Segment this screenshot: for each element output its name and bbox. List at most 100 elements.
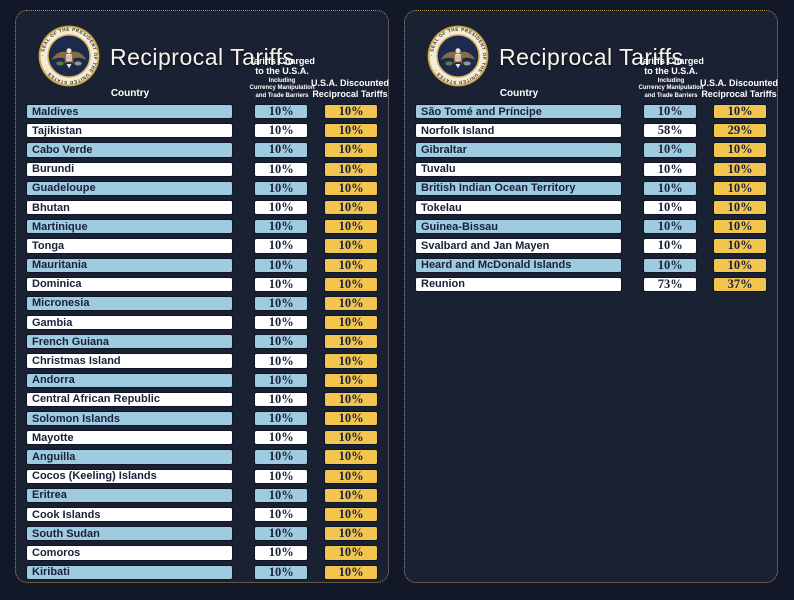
country-cell: Gibraltar (415, 142, 623, 158)
table-row: Guinea-Bissau 10% 10% (415, 219, 767, 235)
table-row: Dominica 10% 10% (26, 276, 378, 292)
reciprocal-tariff-cell: 10% (324, 238, 378, 254)
reciprocal-tariff-cell: 29% (713, 123, 767, 139)
country-cell: Micronesia (26, 295, 234, 312)
table-row: Andorra 10% 10% (26, 372, 378, 388)
table-row: Tonga 10% 10% (26, 238, 378, 254)
table-row: Cook Islands 10% 10% (26, 506, 378, 523)
tariff-charged-cell: 10% (254, 199, 309, 216)
reciprocal-tariff-cell: 10% (324, 219, 378, 235)
country-cell: Andorra (26, 372, 234, 388)
tariff-charged-cell: 10% (643, 180, 698, 196)
tariff-charged-cell: 10% (254, 219, 309, 235)
table-row: Gibraltar 10% 10% (415, 142, 767, 158)
table-row: Heard and McDonald Islands 10% 10% (415, 257, 767, 273)
country-cell: Eritrea (26, 487, 234, 503)
tariff-charged-cell: 10% (254, 142, 309, 158)
tariff-charged-cell: 10% (254, 295, 309, 312)
tariff-panel-right: · SEAL OF THE PRESIDENT OF THE UNITED ST… (404, 10, 778, 583)
country-cell: Anguilla (26, 449, 234, 465)
table-row: Svalbard and Jan Mayen 10% 10% (415, 238, 767, 254)
country-cell: Cook Islands (26, 506, 234, 523)
reciprocal-tariff-cell: 10% (713, 199, 767, 216)
reciprocal-tariff-cell: 10% (324, 526, 378, 542)
table-row: Tokelau 10% 10% (415, 199, 767, 216)
reciprocal-tariff-cell: 10% (324, 506, 378, 523)
tariff-charged-cell: 10% (643, 219, 698, 235)
table-row: Eritrea 10% 10% (26, 487, 378, 503)
country-cell: South Sudan (26, 526, 234, 542)
reciprocal-tariff-cell: 10% (713, 142, 767, 158)
table-row: Martinique 10% 10% (26, 219, 378, 235)
reciprocal-tariff-cell: 10% (324, 199, 378, 216)
column-header-country: Country (499, 88, 539, 99)
page-title: Reciprocal Tariffs (110, 44, 295, 70)
tariff-charged-cell: 10% (643, 104, 698, 120)
tariff-charged-cell: 10% (254, 487, 309, 503)
reciprocal-tariff-cell: 37% (713, 276, 767, 292)
table-row: Mauritania 10% 10% (26, 257, 378, 273)
reciprocal-tariff-cell: 10% (713, 238, 767, 254)
country-cell: Tuvalu (415, 161, 623, 177)
country-cell: Guadeloupe (26, 180, 234, 196)
tariff-charged-cell: 10% (254, 180, 309, 196)
country-cell: Christmas Island (26, 353, 234, 369)
tariff-charged-cell: 10% (254, 545, 309, 561)
country-cell: Burundi (26, 161, 234, 177)
table-row: Anguilla 10% 10% (26, 449, 378, 465)
country-cell: British Indian Ocean Territory (415, 180, 623, 196)
column-header-discounted-tariffs: U.S.A. Discounted Reciprocal Tariffs (700, 78, 779, 99)
tariff-charged-cell: 10% (643, 199, 698, 216)
reciprocal-tariff-cell: 10% (324, 411, 378, 427)
country-cell: Tonga (26, 238, 234, 254)
country-cell: French Guiana (26, 334, 234, 350)
column-header-country: Country (110, 88, 150, 99)
tariff-charged-cell: 10% (254, 449, 309, 465)
reciprocal-tariff-cell: 10% (713, 161, 767, 177)
reciprocal-tariff-cell: 10% (324, 545, 378, 561)
country-cell: Martinique (26, 219, 234, 235)
tariff-panel-left: · SEAL OF THE PRESIDENT OF THE UNITED ST… (15, 10, 389, 583)
tariff-charged-cell: 10% (254, 123, 309, 139)
table-row: Micronesia 10% 10% (26, 295, 378, 312)
tariff-charged-cell: 10% (254, 526, 309, 542)
table-row: Mayotte 10% 10% (26, 430, 378, 446)
country-cell: Cocos (Keeling) Islands (26, 468, 234, 484)
reciprocal-tariff-cell: 10% (324, 295, 378, 312)
reciprocal-tariff-cell: 10% (324, 564, 378, 580)
table-row: South Sudan 10% 10% (26, 526, 378, 542)
reciprocal-tariff-cell: 10% (324, 161, 378, 177)
presidential-seal-icon: · SEAL OF THE PRESIDENT OF THE UNITED ST… (38, 25, 100, 87)
country-cell: Maldives (26, 104, 234, 120)
table-row: Kiribati 10% 10% (26, 564, 378, 580)
column-header-discounted-tariffs: U.S.A. Discounted Reciprocal Tariffs (311, 78, 390, 99)
table-row: Cocos (Keeling) Islands 10% 10% (26, 468, 378, 484)
table-row: Burundi 10% 10% (26, 161, 378, 177)
reciprocal-tariff-cell: 10% (324, 391, 378, 407)
table-row: Tuvalu 10% 10% (415, 161, 767, 177)
reciprocal-tariff-cell: 10% (324, 334, 378, 350)
reciprocal-tariff-cell: 10% (324, 487, 378, 503)
tariff-charged-cell: 10% (254, 257, 309, 273)
country-cell: Mayotte (26, 430, 234, 446)
tariff-charged-cell: 10% (254, 391, 309, 407)
table-row: Maldives 10% 10% (26, 104, 378, 120)
country-cell: Dominica (26, 276, 234, 292)
country-cell: Solomon Islands (26, 411, 234, 427)
reciprocal-tariff-cell: 10% (324, 276, 378, 292)
table-row: São Tomé and Príncipe 10% 10% (415, 104, 767, 120)
tariff-table: Maldives 10% 10% Tajikistan 10% 10% Cabo… (26, 104, 378, 580)
tariff-charged-cell: 10% (254, 372, 309, 388)
tariff-charged-cell: 10% (254, 430, 309, 446)
country-cell: Reunion (415, 276, 623, 292)
country-cell: Cabo Verde (26, 142, 234, 158)
country-cell: Gambia (26, 315, 234, 331)
country-cell: Kiribati (26, 564, 234, 580)
tariff-charged-cell: 10% (254, 353, 309, 369)
tariff-charged-cell: 10% (643, 257, 698, 273)
presidential-seal-icon: · SEAL OF THE PRESIDENT OF THE UNITED ST… (427, 25, 489, 87)
reciprocal-tariff-cell: 10% (324, 353, 378, 369)
column-header-tariffs-charged: Tariffs Charged to the U.S.A. Including … (638, 56, 704, 100)
tariff-charged-cell: 10% (254, 276, 309, 292)
country-cell: Tokelau (415, 199, 623, 216)
